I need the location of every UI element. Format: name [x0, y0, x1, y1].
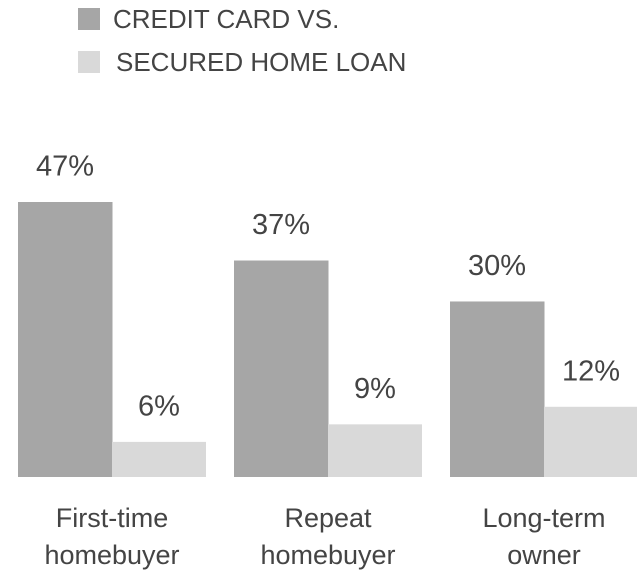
x-tick-label: Long-term owner — [482, 503, 605, 570]
value-label: 47% — [36, 151, 94, 183]
legend-swatch — [78, 51, 100, 73]
x-tick-label: First-time homebuyer — [44, 503, 179, 570]
legend-label: CREDIT CARD VS. — [113, 4, 339, 34]
bar — [112, 441, 206, 477]
value-label: 6% — [138, 391, 180, 423]
value-label: 30% — [468, 250, 526, 282]
legend-label: SECURED HOME LOAN — [116, 47, 406, 77]
bar — [328, 424, 422, 477]
bar — [450, 301, 545, 477]
value-label: 12% — [562, 355, 620, 387]
bar — [544, 406, 637, 477]
legend-swatch — [78, 8, 100, 30]
x-tick-label: Repeat homebuyer — [260, 503, 395, 570]
value-label: 9% — [354, 373, 396, 405]
value-label: 37% — [252, 209, 310, 241]
bar — [234, 260, 329, 477]
bar — [18, 202, 113, 477]
